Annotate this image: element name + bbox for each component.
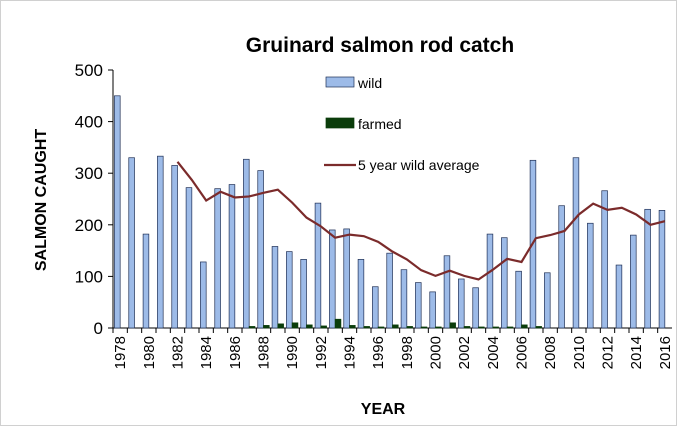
bar — [349, 325, 356, 329]
bar — [277, 323, 284, 329]
legend-swatch — [325, 76, 355, 88]
x-tick-label: 1982 — [170, 336, 187, 369]
x-tick-label: 1984 — [198, 336, 215, 369]
bar — [257, 170, 264, 329]
bar — [185, 187, 193, 329]
y-tick-label: 500 — [75, 61, 103, 80]
x-tick-label: 1998 — [399, 336, 416, 369]
x-tick-label: 2006 — [514, 336, 531, 369]
x-tick-label: 2014 — [628, 336, 645, 369]
legend-label: 5 year wild average — [358, 157, 480, 173]
bar — [214, 188, 221, 329]
bar — [630, 234, 637, 329]
bar — [372, 286, 379, 329]
bar — [587, 222, 594, 329]
legend-label: farmed — [358, 116, 402, 132]
bar — [458, 278, 465, 329]
x-tick-label: 1996 — [370, 336, 387, 369]
x-tick-label: 1988 — [256, 336, 273, 369]
chart-title: Gruinard salmon rod catch — [246, 34, 514, 57]
bar — [521, 324, 528, 329]
bar — [363, 326, 370, 329]
bar — [558, 205, 565, 329]
bar — [271, 246, 279, 329]
bar — [478, 326, 485, 329]
bar — [286, 251, 293, 329]
bar — [463, 326, 471, 329]
bar — [615, 264, 623, 329]
bar — [343, 228, 350, 329]
bar — [334, 318, 342, 329]
bar — [535, 326, 542, 329]
bar — [449, 322, 456, 329]
bar — [300, 259, 307, 329]
bar — [406, 326, 413, 329]
line-series — [176, 161, 666, 281]
x-tick-label: 1990 — [284, 336, 301, 369]
bar — [429, 291, 436, 329]
bar — [306, 324, 313, 329]
legend-swatch — [325, 117, 355, 129]
x-tick-label: 2000 — [428, 336, 445, 369]
x-tick-label: 1992 — [313, 336, 330, 369]
x-tick-label: 2002 — [456, 336, 473, 369]
bar — [171, 165, 178, 329]
y-tick-label: 0 — [94, 319, 103, 338]
x-tick-label: 2016 — [657, 336, 674, 369]
bar — [400, 269, 408, 329]
x-tick-label: 2012 — [600, 336, 617, 369]
bar — [544, 272, 551, 329]
x-tick-label: 1994 — [342, 336, 359, 369]
bar — [644, 208, 651, 329]
bar — [248, 326, 256, 329]
x-tick-label: 2010 — [571, 336, 588, 369]
y-tick-label: 400 — [75, 113, 103, 132]
x-tick-label: 2004 — [485, 336, 502, 369]
bar — [320, 325, 327, 329]
bar — [658, 210, 666, 329]
bar — [392, 324, 399, 329]
legend-label: wild — [357, 75, 382, 91]
bar — [506, 326, 514, 329]
bar — [443, 255, 451, 329]
bar — [142, 233, 150, 329]
bar — [263, 325, 270, 329]
bar — [501, 237, 508, 329]
bar — [492, 326, 499, 329]
bar — [128, 157, 135, 329]
bar — [515, 270, 522, 329]
bar — [435, 326, 442, 329]
bar — [572, 157, 580, 329]
bar — [228, 184, 236, 329]
bar — [357, 259, 365, 329]
bar — [157, 155, 164, 329]
bar — [377, 326, 385, 329]
bar — [415, 282, 422, 329]
x-tick-label: 1986 — [227, 336, 244, 369]
y-tick-label: 200 — [75, 216, 103, 235]
bar — [329, 229, 336, 329]
bar — [243, 158, 250, 329]
y-axis-label: SALMON CAUGHT — [33, 129, 50, 271]
bar — [601, 190, 608, 329]
x-tick-label: 1980 — [141, 336, 158, 369]
bar — [114, 95, 121, 329]
bar — [200, 261, 207, 329]
x-tick-label: 2008 — [542, 336, 559, 369]
bar — [386, 252, 393, 329]
y-tick-label: 100 — [75, 267, 103, 286]
bar — [472, 287, 479, 329]
bar — [420, 326, 428, 329]
x-axis-label: YEAR — [361, 401, 406, 418]
x-tick-label: 1978 — [112, 336, 129, 369]
y-tick-label: 300 — [75, 164, 103, 183]
bar — [486, 233, 494, 329]
bar — [291, 322, 299, 329]
bar — [314, 202, 322, 329]
